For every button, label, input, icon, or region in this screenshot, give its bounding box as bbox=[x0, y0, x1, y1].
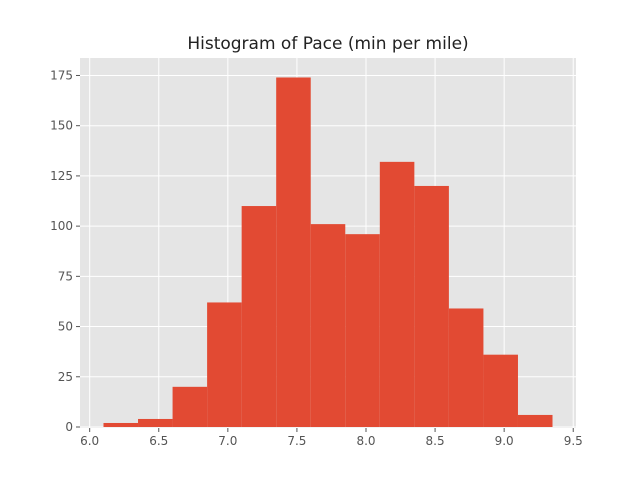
x-tick-label: 8.0 bbox=[356, 434, 375, 448]
y-tick-label: 75 bbox=[58, 269, 73, 283]
histogram-bar bbox=[310, 224, 346, 427]
y-tick-label: 100 bbox=[50, 219, 73, 233]
x-tick-label: 7.5 bbox=[287, 434, 306, 448]
histogram-bar bbox=[276, 77, 311, 427]
y-tick-label: 50 bbox=[58, 320, 73, 334]
histogram-bar bbox=[517, 414, 553, 427]
y-tick-label: 175 bbox=[50, 68, 73, 82]
y-axis-ticks: 0 25 50 75 100 125 150 175 bbox=[50, 68, 80, 434]
y-tick-label: 25 bbox=[58, 370, 73, 384]
histogram-bars bbox=[103, 77, 553, 427]
chart-title: Histogram of Pace (min per mile) bbox=[187, 34, 468, 54]
y-tick-label: 0 bbox=[65, 420, 73, 434]
y-tick-label: 150 bbox=[50, 119, 73, 133]
x-tick-label: 9.5 bbox=[564, 434, 583, 448]
x-tick-label: 9.0 bbox=[495, 434, 514, 448]
x-axis-ticks: 6.0 6.5 7.0 7.5 8.0 8.5 9.0 9.5 bbox=[80, 428, 583, 448]
histogram-bar bbox=[207, 302, 242, 427]
histogram-bar bbox=[379, 161, 415, 427]
y-tick-label: 125 bbox=[50, 169, 73, 183]
x-tick-label: 6.0 bbox=[80, 434, 99, 448]
histogram-bar bbox=[172, 386, 208, 427]
x-tick-label: 8.5 bbox=[426, 434, 445, 448]
histogram-bar bbox=[103, 422, 139, 427]
histogram-bar bbox=[241, 206, 277, 427]
histogram-bar bbox=[138, 418, 173, 427]
histogram-bar bbox=[414, 185, 449, 427]
x-tick-label: 7.0 bbox=[218, 434, 237, 448]
histogram-bar bbox=[483, 354, 518, 427]
histogram-bar bbox=[448, 308, 484, 427]
histogram-bar bbox=[345, 234, 380, 427]
x-tick-label: 6.5 bbox=[149, 434, 168, 448]
